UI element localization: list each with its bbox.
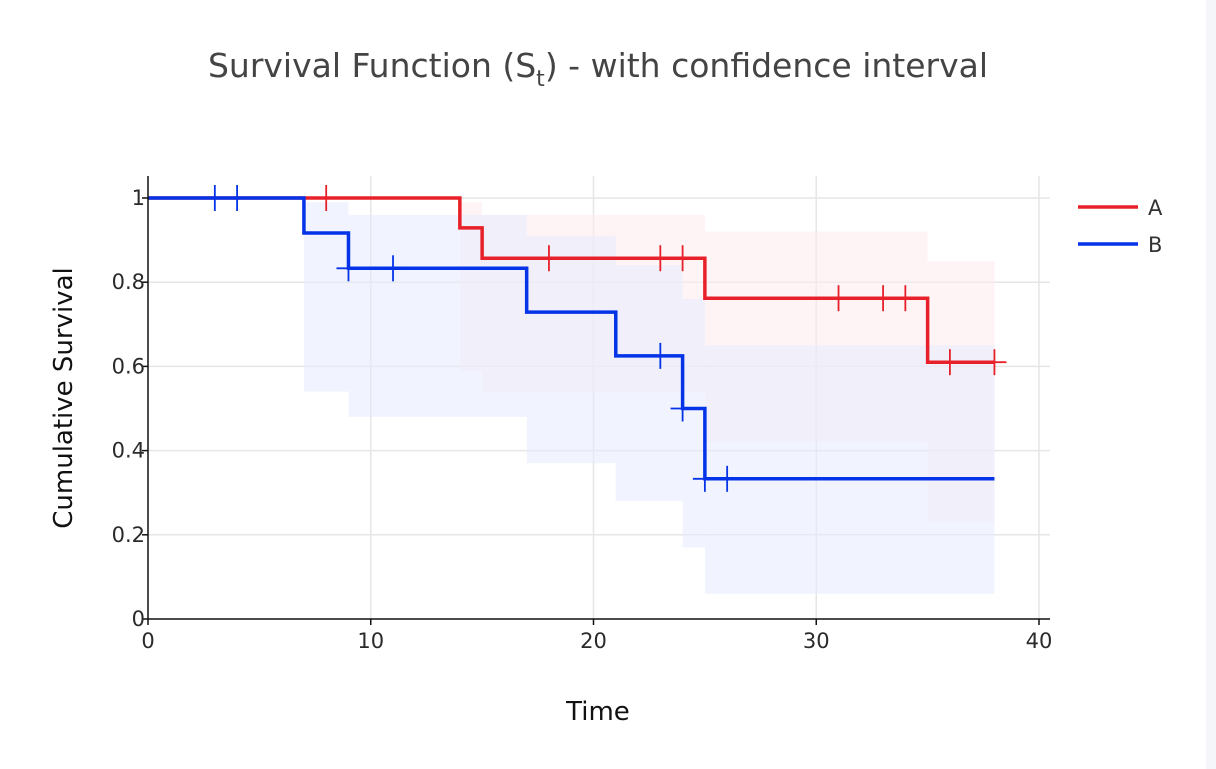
chart-title: Survival Function (St) - with confidence… bbox=[208, 46, 988, 92]
ci-band-b-3 bbox=[526, 235, 616, 464]
legend[interactable]: AB bbox=[1078, 196, 1163, 257]
y-tick-label-4: 0.8 bbox=[112, 270, 145, 294]
ci-band-b-2 bbox=[348, 214, 527, 417]
y-tick-label-3: 0.6 bbox=[112, 354, 145, 378]
censor-marks bbox=[202, 185, 1007, 492]
survival-line-a bbox=[148, 196, 995, 364]
y-tick-label-0: 0 bbox=[132, 607, 145, 631]
page-edge-strip bbox=[1206, 0, 1216, 769]
x-tick-label-3: 30 bbox=[803, 629, 830, 653]
survival-line-b bbox=[148, 196, 995, 481]
x-axis-title: Time bbox=[565, 697, 630, 727]
x-tick-label-2: 20 bbox=[580, 629, 607, 653]
legend-item-b[interactable]: B bbox=[1078, 233, 1162, 257]
legend-label-b: B bbox=[1148, 233, 1162, 257]
y-tick-label-2: 0.4 bbox=[112, 439, 145, 463]
x-tick-label-1: 10 bbox=[357, 629, 384, 653]
legend-label-a: A bbox=[1148, 196, 1163, 220]
confidence-bands bbox=[303, 202, 995, 594]
y-axis-title: Cumulative Survival bbox=[49, 267, 79, 529]
ci-band-b-6 bbox=[704, 345, 995, 594]
x-tick-label-4: 40 bbox=[1026, 629, 1053, 653]
ci-band-b-1 bbox=[303, 202, 349, 392]
x-tick-label-0: 0 bbox=[141, 629, 154, 653]
axes bbox=[147, 176, 1050, 620]
legend-item-a[interactable]: A bbox=[1078, 196, 1163, 220]
y-tick-label-1: 0.2 bbox=[112, 523, 145, 547]
ci-band-b-5 bbox=[682, 299, 705, 548]
survival-lines bbox=[148, 196, 995, 481]
tick-labels: 0 10 20 30 40 0 0.2 0.4 0.6 0.8 1 bbox=[112, 186, 1053, 653]
ci-band-b-4 bbox=[615, 265, 683, 502]
chart-title-subscript: t bbox=[536, 67, 545, 92]
y-tick-label-5: 1 bbox=[132, 186, 145, 210]
